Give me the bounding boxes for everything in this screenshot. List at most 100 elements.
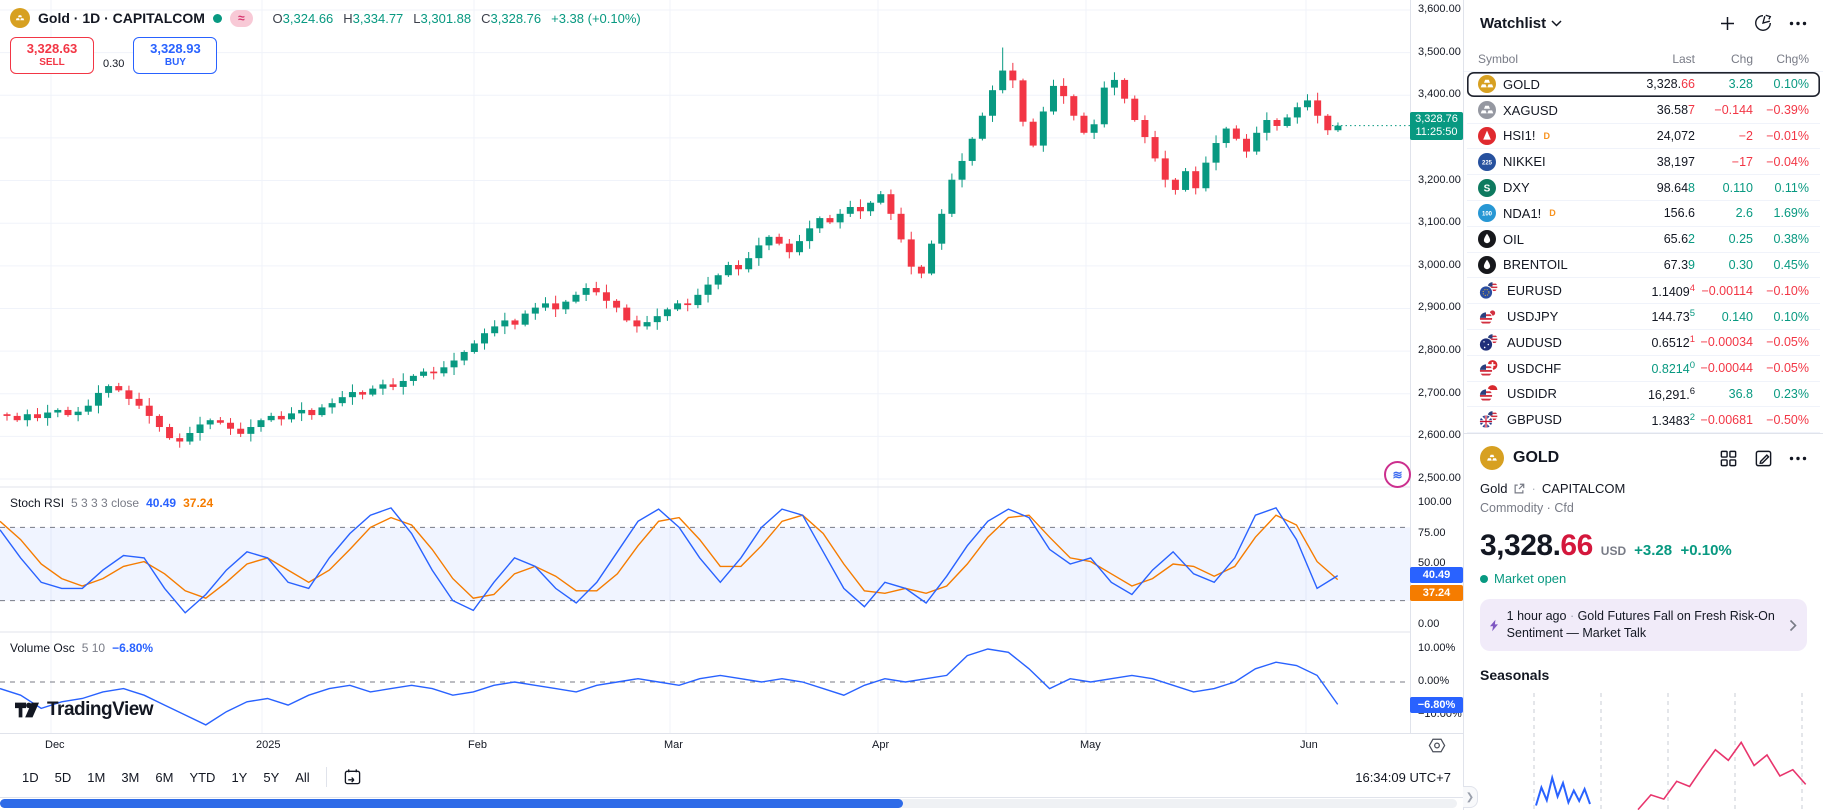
watchlist-column-headers[interactable]: Symbol Last Chg Chg% (1464, 46, 1823, 72)
market-open-dot-icon (1480, 574, 1488, 583)
horizontal-scrollbar[interactable] (0, 799, 1457, 808)
symbol-name: USDIDR (1507, 386, 1557, 402)
col-chg: Chg (1730, 51, 1753, 66)
spread-value: 0.30 (103, 58, 125, 70)
external-link-icon[interactable] (1513, 483, 1525, 495)
stoch-k-badge: 40.49 (1410, 567, 1463, 583)
symbol-name: OIL (1503, 231, 1524, 247)
details-name[interactable]: Gold (1480, 481, 1508, 497)
edit-note-icon[interactable] (1754, 449, 1773, 468)
grid-view-icon[interactable] (1719, 449, 1738, 468)
pie-chart-icon[interactable] (1753, 13, 1773, 33)
ohlc-readout: O3,324.66 H3,334.77 L3,301.88 C3,328.76 … (272, 10, 641, 26)
watchlist-title-dropdown[interactable]: Watchlist (1480, 15, 1562, 32)
change: −0.00034 (1700, 335, 1753, 350)
range-button-ytd[interactable]: YTD (189, 769, 216, 785)
price-chart-canvas[interactable] (0, 0, 1463, 797)
change: 3.28 (1728, 77, 1753, 92)
watchlist-row-gbpusd[interactable]: GBPUSD 1.34832 −0.00681 −0.50% (1467, 407, 1820, 434)
stoch-tick: 100.00 (1418, 496, 1452, 508)
last-price: 65.62 (1663, 232, 1695, 247)
buy-button[interactable]: 3,328.93 BUY (133, 37, 218, 74)
watchlist-row-nikkei[interactable]: 225 NIKKEI 38,197 −17 −0.04% (1467, 149, 1820, 176)
watchlist-row-brentoil[interactable]: BRENTOIL 67.39 0.30 0.45% (1467, 253, 1820, 279)
minds-widget-icon[interactable]: ≋ (1384, 461, 1411, 488)
col-chgpct: Chg% (1776, 51, 1809, 66)
watchlist-header: Watchlist (1464, 0, 1823, 46)
range-button-3m[interactable]: 3M (121, 769, 140, 785)
sidebar-collapse-handle[interactable]: ❯ (1463, 786, 1478, 808)
symbol-icon (1478, 230, 1496, 249)
range-button-1y[interactable]: 1Y (231, 769, 248, 785)
chart-header: Gold · 1D · CAPITALCOM ≈ O3,324.66 H3,33… (10, 8, 641, 74)
last-price: 0.65121 (1651, 334, 1695, 351)
watchlist-row-xagusd[interactable]: XAGUSD 36.587 −0.144 −0.39% (1467, 98, 1820, 124)
last-price: 36.587 (1656, 103, 1695, 118)
sell-button[interactable]: 3,328.63 SELL (10, 37, 94, 74)
price-tick: 2,500.00 (1418, 472, 1461, 485)
symbol-icon (1478, 75, 1496, 94)
range-button-5y[interactable]: 5Y (263, 769, 280, 785)
seasonals-title: Seasonals (1480, 666, 1550, 683)
more-options-icon[interactable] (1789, 456, 1807, 461)
go-to-date-icon[interactable] (335, 764, 370, 790)
watchlist-row-hsi1[interactable]: HSI1! D 24,072 −2 −0.01% (1467, 124, 1820, 150)
stoch-tick: 75.00 (1418, 526, 1446, 539)
svg-text:S: S (1484, 183, 1491, 194)
watchlist-row-usdidr[interactable]: USDIDR 16,291.6 36.8 0.23% (1467, 382, 1820, 408)
low-value: 3,301.88 (420, 10, 472, 26)
vol-osc-value: −6.80% (112, 641, 154, 655)
watchlist-row-nda1[interactable]: 100 NDA1! D 156.6 2.6 1.69% (1467, 201, 1820, 227)
last-price: 156.6 (1663, 206, 1695, 221)
range-button-5d[interactable]: 5D (54, 769, 72, 785)
change-percent: 0.23% (1773, 386, 1809, 401)
watchlist-row-dxy[interactable]: S DXY 98.648 0.110 0.11% (1467, 175, 1820, 201)
volume-osc-label[interactable]: Volume Osc 5 10 −6.80% (10, 641, 154, 655)
last-price: 3,328.66 (1646, 77, 1695, 92)
cfd-badge[interactable]: ≈ (229, 9, 253, 27)
range-button-all[interactable]: All (295, 769, 310, 785)
session-clock[interactable]: 16:34:09 UTC+7 (1355, 769, 1451, 785)
watchlist-row-audusd[interactable]: AUDUSD 0.65121 −0.00034 −0.05% (1467, 330, 1820, 356)
divider (0, 797, 1463, 798)
watchlist-row-usdjpy[interactable]: USDJPY 144.735 0.140 0.10% (1467, 304, 1820, 330)
symbol-icon: 225 (1478, 152, 1496, 171)
last-price: 1.14094 (1651, 282, 1695, 299)
watchlist-row-oil[interactable]: OIL 65.62 0.25 0.38% (1467, 227, 1820, 253)
details-currency: USD (1600, 544, 1627, 559)
symbol-name: DXY (1503, 180, 1530, 196)
watchlist-row-eurusd[interactable]: EURUSD 1.14094 −0.00114 −0.10% (1467, 278, 1820, 305)
change-percent: −0.05% (1766, 361, 1809, 376)
symbol-name: GBPUSD (1507, 412, 1562, 428)
tradingview-logo[interactable]: TradingView (14, 698, 154, 722)
last-price-badge: 3,328.76 11:25:50 (1410, 112, 1463, 140)
change: −0.144 (1714, 103, 1753, 118)
price-tick: 3,600.00 (1418, 3, 1461, 15)
symbol-name: NIKKEI (1503, 154, 1546, 170)
news-card[interactable]: 1 hour ago · Gold Futures Fall on Fresh … (1480, 599, 1807, 651)
time-scale[interactable]: Dec 2025 Feb Mar Apr May Jun (0, 733, 1463, 757)
symbol-title[interactable]: Gold · 1D · CAPITALCOM (38, 10, 205, 26)
delayed-data-badge: D (1543, 130, 1551, 141)
change-percent: 0.10% (1773, 309, 1809, 324)
more-options-icon[interactable] (1789, 21, 1807, 26)
details-exchange: CAPITALCOM (1541, 481, 1626, 497)
add-symbol-button[interactable] (1718, 14, 1737, 33)
scale-settings-icon[interactable] (1428, 737, 1446, 754)
watchlist-row-usdchf[interactable]: USDCHF 0.82140 −0.00044 −0.05% (1467, 356, 1820, 382)
range-button-1d[interactable]: 1D (22, 769, 39, 785)
watchlist-row-gold[interactable]: GOLD 3,328.66 3.28 0.10% (1467, 72, 1820, 98)
price-tick: 3,100.00 (1418, 216, 1461, 229)
change-percent: −0.01% (1766, 128, 1809, 143)
change-percent: 0.11% (1774, 180, 1809, 195)
scrollbar-thumb[interactable] (0, 799, 903, 808)
market-status-dot-icon[interactable] (212, 13, 222, 23)
stoch-rsi-label[interactable]: Stoch RSI 5 3 3 3 close 40.49 37.24 (10, 496, 214, 510)
range-button-1m[interactable]: 1M (87, 769, 106, 785)
seasonals-chart[interactable] (1480, 689, 1810, 810)
chart-pane[interactable]: Gold · 1D · CAPITALCOM ≈ O3,324.66 H3,33… (0, 0, 1463, 810)
symbol-icon (1478, 384, 1500, 404)
range-button-6m[interactable]: 6M (155, 769, 174, 785)
change-percent: 1.69% (1773, 206, 1809, 221)
details-change: +3.28 +0.10% (1634, 542, 1732, 560)
